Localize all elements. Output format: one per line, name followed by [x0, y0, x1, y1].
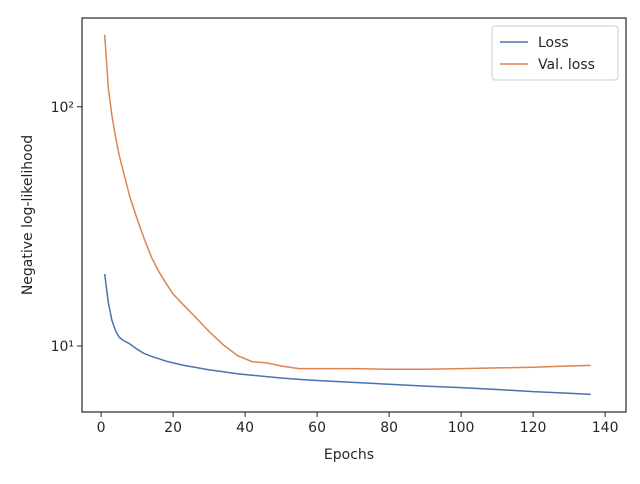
- x-tick-label: 40: [236, 420, 254, 436]
- x-tick-label: 140: [592, 420, 619, 436]
- x-tick-label: 60: [308, 420, 326, 436]
- plot-frame: [81, 17, 627, 413]
- y-tick-label: 10²: [51, 100, 74, 116]
- x-tick-label: 100: [448, 420, 475, 436]
- x-tick-label: 120: [520, 420, 547, 436]
- data-line: [103, 34, 591, 370]
- data-line: [103, 273, 591, 396]
- x-axis-label: Epochs: [324, 447, 374, 463]
- y-tick-label: 10¹: [51, 339, 74, 355]
- legend-label: Val. loss: [538, 57, 595, 73]
- legend-box: [491, 25, 619, 81]
- x-tick-label: 20: [164, 420, 182, 436]
- legend-label: Loss: [538, 35, 569, 51]
- x-tick-label: 0: [97, 420, 106, 436]
- y-axis-label: Negative log-likelihood: [20, 135, 36, 295]
- x-tick-label: 80: [380, 420, 398, 436]
